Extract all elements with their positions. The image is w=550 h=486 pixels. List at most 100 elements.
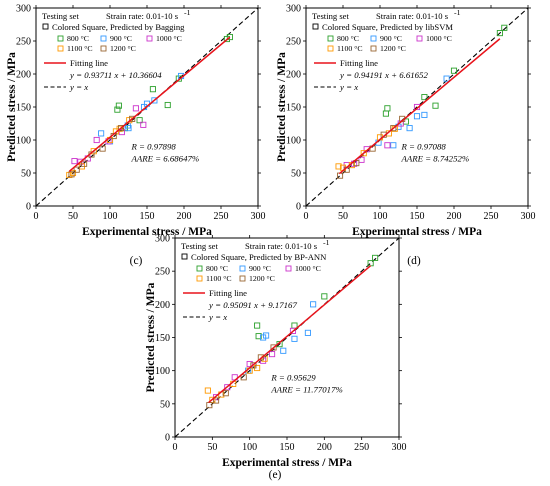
data-point xyxy=(151,97,158,104)
legend-strain-rate-sup: -1 xyxy=(454,8,461,17)
x-tick-label: 150 xyxy=(410,211,425,222)
x-tick-label: 300 xyxy=(251,211,266,222)
legend-strain-rate: Strain rate: 0.01-10 s xyxy=(376,11,449,21)
legend-square-900 xyxy=(370,35,377,42)
data-point xyxy=(384,142,391,149)
data-point xyxy=(358,156,365,163)
y-tick-label: 100 xyxy=(286,136,301,147)
x-axis-title: Experimental stress / MPa xyxy=(352,226,482,238)
x-tick-label: 300 xyxy=(521,211,536,222)
data-point xyxy=(263,332,270,339)
data-point xyxy=(291,335,298,342)
stat-r: R = 0.95629 xyxy=(270,372,316,382)
legend-square-1200 xyxy=(239,275,246,282)
data-point xyxy=(291,322,298,329)
data-point xyxy=(125,125,132,132)
legend-square-1000 xyxy=(416,35,423,42)
legend-square-800 xyxy=(57,35,64,42)
legend-fit-equation: y = 0.94191 x + 6.61652 xyxy=(339,70,428,80)
fitting-line xyxy=(68,36,231,172)
data-point xyxy=(496,30,503,37)
data-point xyxy=(254,322,261,329)
panel-label: (c) xyxy=(130,255,143,267)
legend-strain-rate: Strain rate: 0.01-10 s xyxy=(245,241,318,251)
stat-r: R = 0.97898 xyxy=(130,142,176,152)
data-point xyxy=(450,67,458,74)
data-point xyxy=(501,24,508,31)
legend-strain-rate: Strain rate: 0.01-10 s xyxy=(106,11,179,21)
y-tick-label: 150 xyxy=(155,333,170,344)
legend-square-1000 xyxy=(285,265,292,272)
legend-fit-label: Fitting line xyxy=(209,288,247,298)
y-tick-label: 200 xyxy=(286,70,301,81)
legend-square-1000 xyxy=(146,35,153,42)
y-tick-label: 200 xyxy=(155,300,170,311)
x-tick-label: 300 xyxy=(392,442,407,453)
y-tick-label: 0 xyxy=(296,202,301,213)
x-tick-label: 200 xyxy=(317,442,332,453)
data-point xyxy=(406,125,413,132)
data-point xyxy=(81,160,88,167)
legend-square-800 xyxy=(196,265,203,272)
fitting-line xyxy=(208,265,372,404)
y-tick-label: 200 xyxy=(16,70,31,81)
legend-temp-1200: 1200 °C xyxy=(249,274,275,283)
legend-square-800 xyxy=(327,35,334,42)
chart-panel-1: 0 50 100 150 200 250 300050100150200250300Expe… xyxy=(6,4,266,268)
legend-fit-equation: y = 0.95091 x + 9.17167 xyxy=(208,300,297,310)
legend-temp-800: 800 °C xyxy=(67,34,89,43)
legend-model-label: Colored Square, Predicted by Bagging xyxy=(52,22,185,32)
legend-model-label: Colored Square, Predicted by libSVM xyxy=(322,22,453,32)
y-tick-label: 50 xyxy=(291,169,301,180)
x-tick-label: 150 xyxy=(140,211,155,222)
data-point xyxy=(71,158,78,165)
x-tick-label: 0 xyxy=(304,211,309,222)
data-point xyxy=(353,160,360,167)
legend-temp-1000: 1000 °C xyxy=(295,264,321,273)
legend-temp-1200: 1200 °C xyxy=(110,44,136,53)
panel-label: (e) xyxy=(269,469,282,481)
data-point xyxy=(270,344,277,351)
x-tick-label: 100 xyxy=(103,211,118,222)
data-point xyxy=(114,106,121,113)
y-axis-title: Predicted stress / MPa xyxy=(6,52,18,162)
data-point xyxy=(413,113,421,120)
data-point xyxy=(129,115,136,122)
y-axis-title: Predicted stress / MPa xyxy=(145,282,157,392)
data-point xyxy=(390,142,397,149)
legend-strain-rate-sup: -1 xyxy=(184,8,191,17)
data-point xyxy=(321,293,328,300)
data-point xyxy=(99,145,106,152)
legend-square-1100 xyxy=(57,45,64,52)
data-point xyxy=(304,329,311,336)
legend-square-900 xyxy=(100,35,107,42)
x-tick-label: 50 xyxy=(338,211,348,222)
data-point xyxy=(269,351,276,358)
panel-label: (d) xyxy=(407,255,421,267)
data-point xyxy=(360,150,367,157)
legend-temp-1200: 1200 °C xyxy=(380,44,406,53)
data-point xyxy=(93,136,100,144)
stat-aare: AARE = 8.74252% xyxy=(400,154,469,164)
data-point xyxy=(289,327,297,334)
legend-identity-label: y = x xyxy=(339,82,358,92)
data-point xyxy=(223,35,230,43)
y-tick-label: 300 xyxy=(16,4,31,15)
legend-square-1100 xyxy=(327,45,334,52)
data-point xyxy=(213,397,220,404)
legend-temp-1000: 1000 °C xyxy=(156,34,182,43)
stat-r: R = 0.97088 xyxy=(400,142,446,152)
y-tick-label: 0 xyxy=(165,433,170,444)
stat-aare: AARE = 11.77017% xyxy=(270,384,343,394)
legend-temp-1000: 1000 °C xyxy=(426,34,452,43)
data-point xyxy=(136,117,143,124)
legend-square-900 xyxy=(239,265,246,272)
chart-panel-3: 0 50 100 150 200 250 300 0 50 100 150 200 250 300 Expe… xyxy=(145,234,407,482)
y-tick-label: 150 xyxy=(16,103,31,114)
plot-area xyxy=(306,8,528,206)
legend-identity-label: y = x xyxy=(208,312,227,322)
legend-temp-1100: 1100 °C xyxy=(206,274,232,283)
data-point xyxy=(372,254,379,261)
y-tick-label: 0 xyxy=(26,202,31,213)
data-point xyxy=(73,166,80,173)
